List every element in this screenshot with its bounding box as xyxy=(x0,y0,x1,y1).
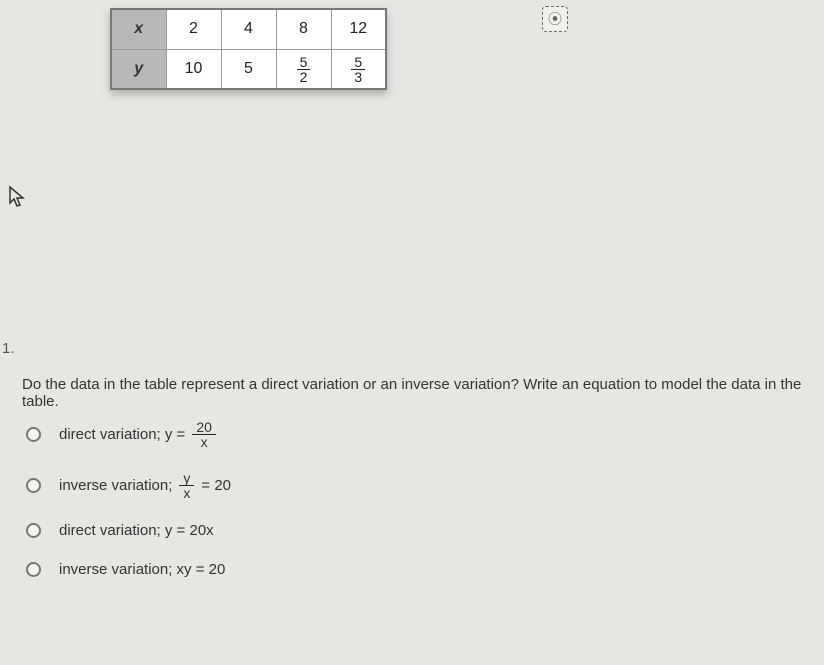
radio-icon[interactable] xyxy=(26,427,41,442)
question-text: Do the data in the table represent a dir… xyxy=(22,376,808,410)
cursor-icon xyxy=(8,185,28,215)
x-cell: 12 xyxy=(331,9,386,49)
y-cell: 10 xyxy=(166,49,221,89)
option-prefix: inverse variation; xyxy=(59,477,172,494)
option-c[interactable]: direct variation; y = 20x xyxy=(26,522,808,539)
option-prefix: direct variation; y = 20x xyxy=(59,522,214,539)
x-cell: 4 xyxy=(221,9,276,49)
x-cell: 8 xyxy=(276,9,331,49)
x-header: x xyxy=(111,9,166,49)
fraction-num: y xyxy=(179,471,194,486)
fraction-num: 5 xyxy=(351,55,365,70)
table-row: y 10 5 5 2 5 3 xyxy=(111,49,386,89)
radio-icon[interactable] xyxy=(26,523,41,538)
fraction-den: 3 xyxy=(351,70,365,84)
option-suffix: = 20 xyxy=(201,477,231,494)
fraction-den: 2 xyxy=(297,70,311,84)
option-b[interactable]: inverse variation; y x = 20 xyxy=(26,471,808,500)
fraction-den: x xyxy=(179,486,194,500)
y-cell: 5 xyxy=(221,49,276,89)
x-cell: 2 xyxy=(166,9,221,49)
radio-icon[interactable] xyxy=(26,562,41,577)
option-prefix: direct variation; y = xyxy=(59,426,185,443)
y-cell: 5 2 xyxy=(276,49,331,89)
option-d[interactable]: inverse variation; xy = 20 xyxy=(26,561,808,578)
y-header: y xyxy=(111,49,166,89)
radio-icon[interactable] xyxy=(26,478,41,493)
table-row: x 2 4 8 12 xyxy=(111,9,386,49)
fraction-num: 20 xyxy=(192,420,216,435)
question-number: 1. xyxy=(2,340,15,357)
option-prefix: inverse variation; xy = 20 xyxy=(59,561,225,578)
option-a[interactable]: direct variation; y = 20 x xyxy=(26,420,808,449)
options-list: direct variation; y = 20 x inverse varia… xyxy=(26,420,808,600)
fraction-num: 5 xyxy=(297,55,311,70)
xy-table: x 2 4 8 12 y 10 5 5 2 5 3 xyxy=(110,8,387,90)
fraction-den: x xyxy=(197,435,212,449)
scan-icon[interactable]: ⦿ xyxy=(542,6,568,32)
y-cell: 5 3 xyxy=(331,49,386,89)
